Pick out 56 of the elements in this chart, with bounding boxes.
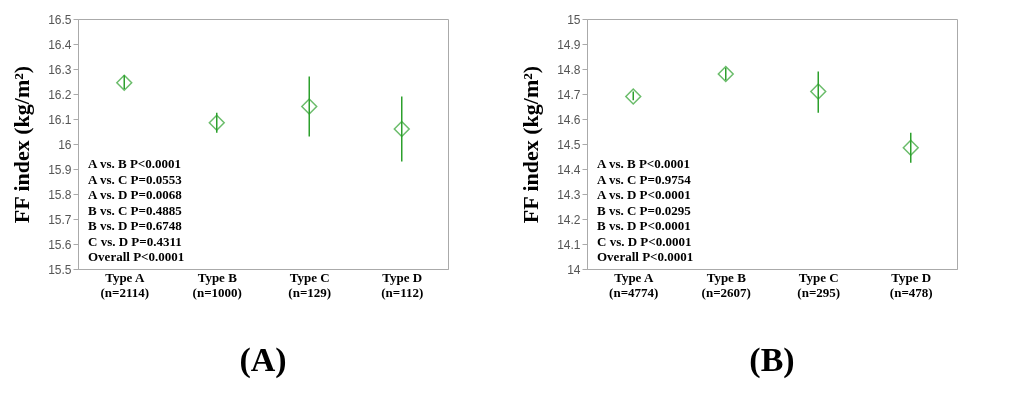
x-tick-label: Type B (n=2607) [701,269,751,300]
y-tick-label: 14.1 [557,237,581,252]
annotation: B vs. D P=0.6748 [88,218,183,233]
y-axis-title: FF index (kg/m²) [9,65,35,224]
y-tick-label: 16.5 [48,12,72,27]
y-tick-label: 15.7 [48,212,72,227]
annotation: A vs. C P=0.0553 [88,171,183,187]
x-tick-label: Type A (n=4774) [609,269,659,300]
y-tick-label: 15.6 [48,237,72,252]
point [393,120,410,138]
y-tick-label: 14.9 [557,37,581,52]
y-tick-label: 15.5 [48,262,72,277]
annotation: C vs. D P<0.0001 [597,233,692,249]
text: (B) [749,341,795,379]
y-tick-label: 14.5 [557,137,581,152]
point [116,74,133,91]
point [625,88,642,105]
y-tick-label: 14.3 [557,187,581,202]
x-tick-label: Type C (n=129) [288,269,332,300]
y-tick-label: 16.1 [48,112,72,127]
x-tick-label: Type D (n=478) [889,269,933,300]
y-tick-label: 14.6 [557,112,581,127]
y-tick-label: 16 [58,137,72,152]
point [902,139,919,156]
y-tick-label: 14.4 [557,162,581,177]
annotation: A vs. D P<0.0001 [597,187,691,202]
point [208,114,225,131]
y-tick-label: 14.2 [557,212,581,227]
x-tick-label: Type D (n=112) [381,269,424,300]
y-tick-label: 16.4 [48,37,72,52]
y-tick-label: 15.9 [48,162,72,177]
y-tick-label: 14.7 [557,87,581,102]
y-tick-label: 16.2 [48,87,72,102]
annotation: Overall P<0.0001 [597,249,694,264]
point [717,65,734,83]
annotation: C vs. D P=0.4311 [88,233,182,249]
annotation: B vs. C P=0.0295 [597,202,692,218]
annotation: A vs. B P<0.0001 [597,156,690,171]
annotation: B vs. C P=0.4885 [88,202,183,218]
y-tick-label: 14 [567,262,581,277]
text: (A) [239,341,287,379]
point [810,83,827,100]
point [301,98,318,115]
y-tick-label: 15.8 [48,187,72,202]
y-axis-title: FF index (kg/m²) [518,65,544,224]
x-tick-label: Type C (n=295) [797,269,841,300]
y-tick-label: 16.3 [48,62,72,77]
annotation: A vs. D P=0.0068 [88,187,183,202]
x-tick-label: Type A (n=2114) [100,269,150,300]
x-tick-label: Type B (n=1000) [192,269,242,300]
annotation: A vs. B P<0.0001 [88,156,181,171]
annotation: Overall P<0.0001 [88,249,185,264]
y-tick-label: 14.8 [557,62,581,77]
y-tick-label: 15 [567,12,581,27]
annotation: A vs. C P=0.9754 [597,171,692,187]
annotation: B vs. D P<0.0001 [597,218,691,233]
